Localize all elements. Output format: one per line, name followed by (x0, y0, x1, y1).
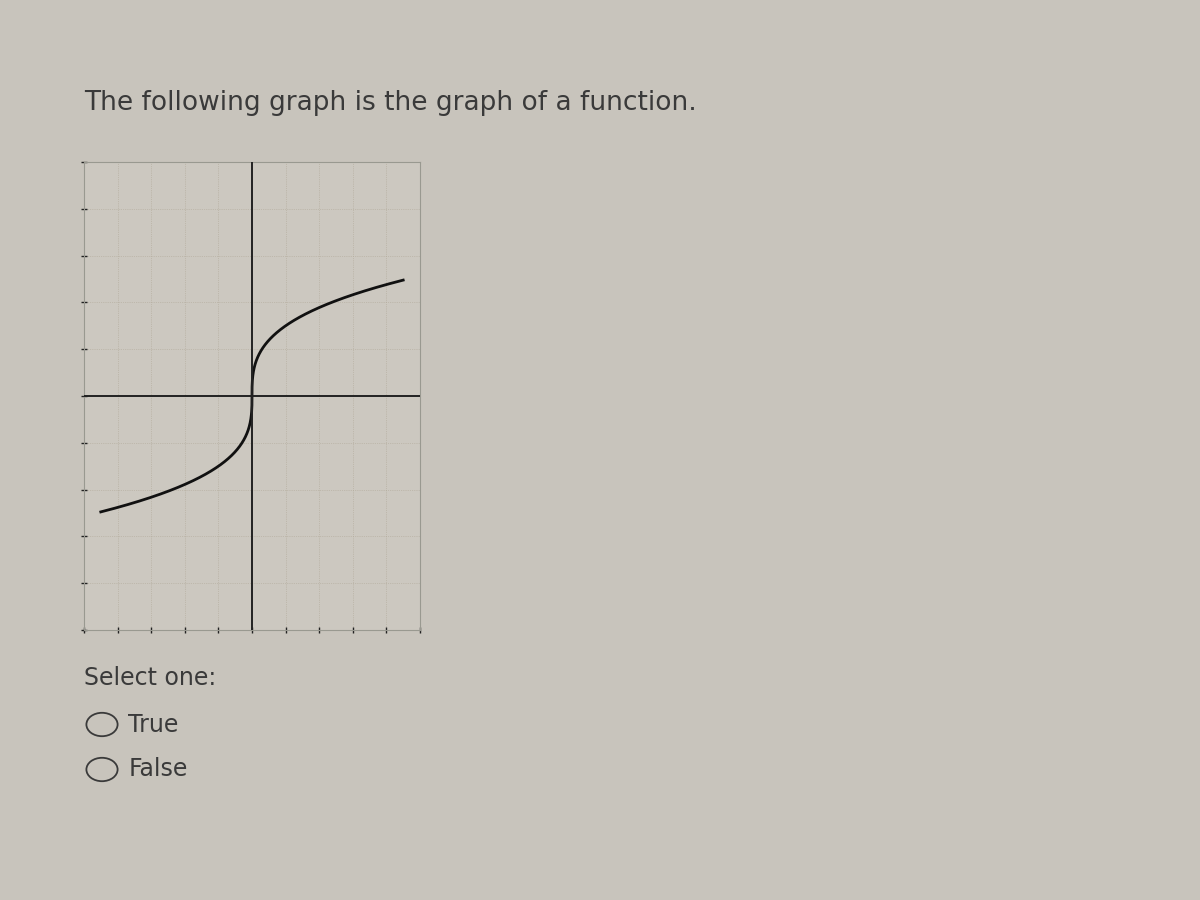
Text: Select one:: Select one: (84, 666, 216, 690)
Text: The following graph is the graph of a function.: The following graph is the graph of a fu… (84, 90, 697, 116)
Text: False: False (128, 758, 187, 781)
Text: True: True (128, 713, 179, 736)
